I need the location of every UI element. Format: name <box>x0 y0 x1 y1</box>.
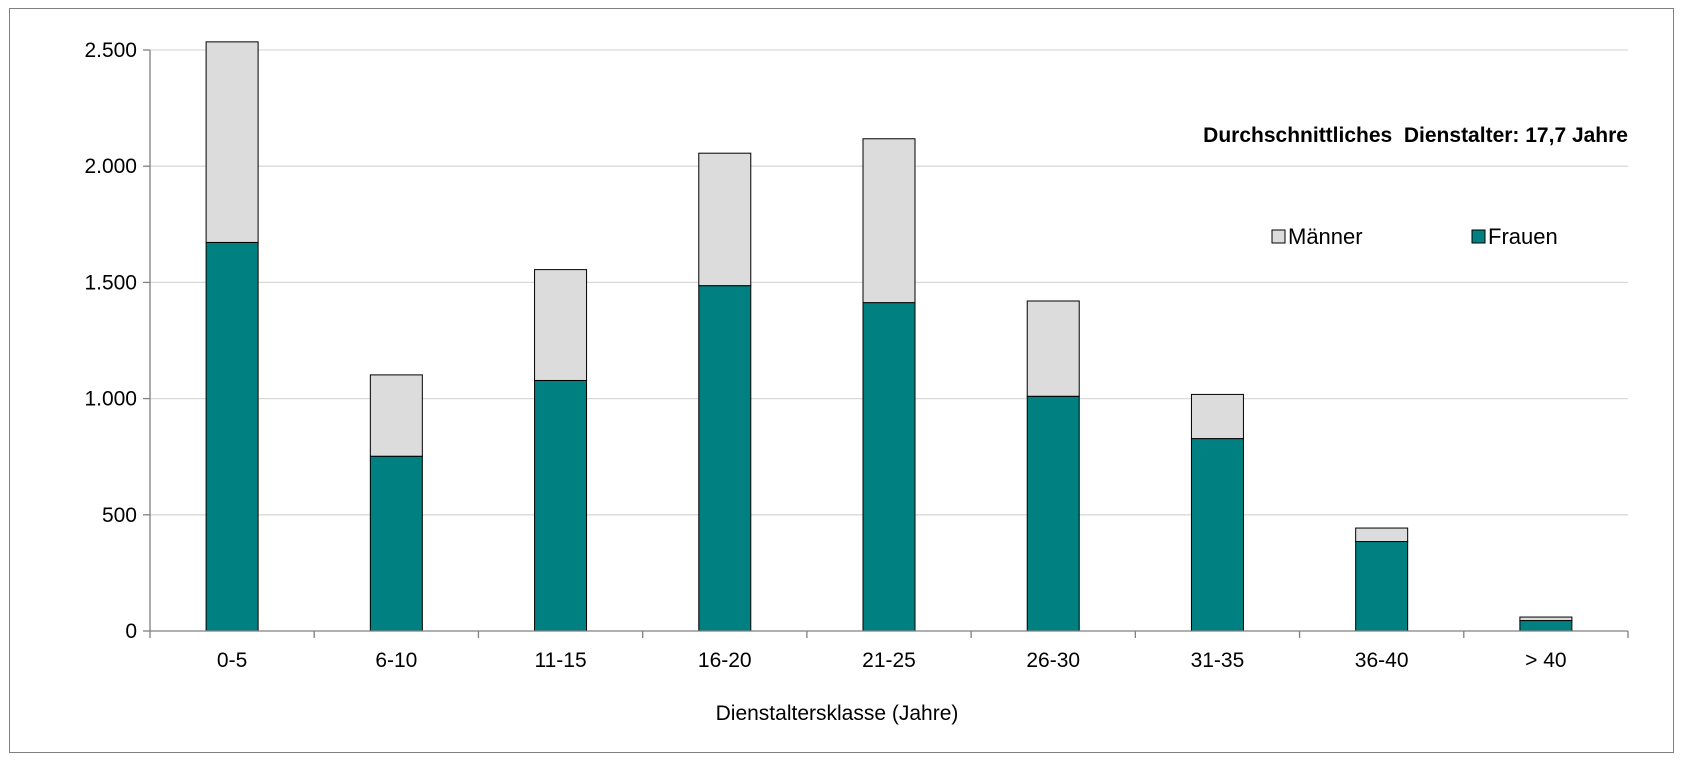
bar-m-nner <box>1026 300 1080 397</box>
x-tick-label: 21-25 <box>862 649 916 672</box>
x-tick-labels: 0-5 6-10 11-15 16-20 21-25 26-30 31-35 36-40 > 4… <box>217 649 1567 672</box>
y-tick-label: 2.000 <box>84 155 137 178</box>
y-tick-label: 0 <box>125 620 137 643</box>
bar-frauen <box>1519 620 1573 632</box>
bar-m-nner <box>534 269 588 381</box>
y-tick-labels: 0 500 1.000 1.500 2.000 2.500 <box>84 39 137 643</box>
chart-frame <box>9 8 1674 753</box>
bar-m-nner <box>862 138 916 304</box>
x-tick-label: 6-10 <box>375 649 417 672</box>
axes <box>143 49 1629 638</box>
x-tick-label: 11-15 <box>534 649 586 672</box>
x-tick-label: > 40 <box>1525 649 1566 672</box>
bar-frauen <box>1190 438 1244 632</box>
bar-frauen <box>862 302 916 632</box>
bar-frauen <box>698 285 752 632</box>
average-annotation: Durchschnittliches Dienstalter: 17,7 Jah… <box>1203 124 1628 147</box>
x-tick-label: 0-5 <box>217 649 247 672</box>
y-tick-label: 500 <box>102 504 137 527</box>
legend-swatch <box>1471 229 1486 244</box>
bar-m-nner <box>1355 527 1409 543</box>
bar-m-nner <box>1190 393 1244 440</box>
x-tick-label: 31-35 <box>1191 649 1245 672</box>
bar-m-nner <box>698 152 752 287</box>
bar-frauen <box>534 379 588 632</box>
x-tick-label: 16-20 <box>698 649 752 672</box>
legend-swatch <box>1271 229 1286 244</box>
x-tick-label: 26-30 <box>1026 649 1080 672</box>
legend-label: Frauen <box>1488 224 1558 249</box>
x-tick-label: 36-40 <box>1355 649 1409 672</box>
bar-frauen <box>369 455 423 632</box>
legend-label: Männer <box>1288 224 1363 249</box>
bar-frauen <box>205 241 259 632</box>
y-tick-label: 1.000 <box>84 388 137 411</box>
bars <box>205 41 1573 632</box>
bar-frauen <box>1355 541 1409 632</box>
bar-m-nner <box>1519 616 1573 622</box>
x-axis-title: Dienstaltersklasse (Jahre) <box>716 702 959 725</box>
y-tick-label: 1.500 <box>84 271 137 294</box>
legend: Männer Frauen <box>1271 224 1558 249</box>
bar-m-nner <box>369 374 423 457</box>
y-tick-label: 2.500 <box>84 39 137 62</box>
bar-frauen <box>1026 395 1080 632</box>
bar-m-nner <box>205 41 259 243</box>
